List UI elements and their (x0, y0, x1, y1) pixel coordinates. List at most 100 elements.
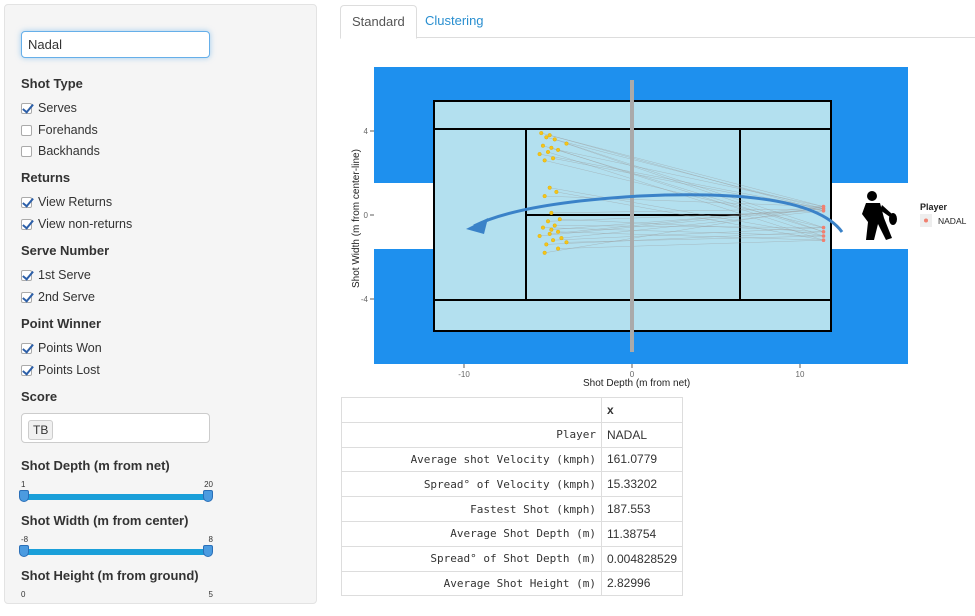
trajectory-line (566, 143, 824, 233)
table-row: Fastest Shot (kmph) 187.553 (341, 496, 684, 522)
trajectory-line (544, 195, 824, 207)
table-header-empty (341, 397, 602, 423)
bounce-points (537, 131, 569, 255)
player-silhouette-icon (862, 191, 897, 240)
checkbox-view-returns-box[interactable] (21, 196, 32, 208)
stat-value: 15.33202 (600, 471, 684, 498)
table-row: Player NADAL (341, 421, 684, 448)
shot-width-max-handle[interactable] (203, 545, 213, 557)
stat-key: Fastest Shot (kmph) (341, 496, 602, 522)
bounce-point (547, 231, 552, 236)
checkbox-2nd-serve-label: 2nd Serve (38, 290, 95, 304)
trajectory-line (551, 147, 824, 237)
checkbox-serves[interactable]: Serves (21, 99, 77, 117)
bounce-point (540, 225, 545, 230)
score-tag[interactable]: TB (28, 420, 54, 440)
checkbox-serves-box[interactable] (21, 102, 32, 114)
stat-key: Spread° of Shot Depth (m) (341, 545, 602, 572)
legend-key-dot (924, 218, 928, 223)
shot-width-slider[interactable]: -8 8 (19, 535, 213, 561)
checkbox-backhands[interactable]: Backhands (21, 142, 100, 160)
stat-value: 11.38754 (600, 520, 684, 547)
trajectory-line (561, 210, 824, 239)
sidebar-panel: Shot Type Serves Forehands Backhands Ret… (4, 4, 317, 604)
tab-standard[interactable]: Standard (340, 5, 417, 39)
stat-key: Average shot Velocity (kmph) (341, 446, 602, 473)
table-header-row: x (341, 397, 684, 423)
checkbox-view-non-returns-box[interactable] (21, 218, 32, 230)
legend-entry-nadal: NADAL (938, 216, 967, 226)
checkbox-forehands-box[interactable] (21, 124, 32, 136)
score-select[interactable]: TB (21, 413, 210, 443)
bounce-point (552, 223, 557, 228)
checkbox-1st-serve-label: 1st Serve (38, 268, 91, 282)
checkbox-view-non-returns[interactable]: View non-returns (21, 215, 132, 233)
table-row: Spread° of Shot Depth (m) 0.004828529 (341, 545, 684, 572)
shot-depth-range-bar[interactable] (23, 494, 209, 500)
bounce-point (556, 246, 561, 251)
trajectory-line (551, 208, 824, 214)
y-tick-label: 0 (364, 211, 369, 220)
stat-value: 0.004828529 (600, 545, 684, 572)
trajectory-line (549, 187, 824, 237)
checkbox-points-won[interactable]: Points Won (21, 339, 102, 357)
x-tick-label: 0 (630, 370, 635, 379)
bounce-point (556, 229, 561, 234)
bounce-point (537, 233, 542, 238)
checkbox-2nd-serve-box[interactable] (21, 291, 32, 303)
trajectory-line (558, 239, 824, 249)
bounce-point (546, 149, 551, 154)
stat-value: NADAL (600, 421, 684, 448)
stat-key: Average Shot Depth (m) (341, 520, 602, 547)
shot-depth-slider[interactable]: 1 20 (19, 480, 213, 506)
legend-title: Player (920, 202, 948, 212)
trajectory-line (541, 132, 824, 207)
shot-width-label: Shot Width (m from center) (21, 513, 189, 528)
checkbox-forehands[interactable]: Forehands (21, 121, 98, 139)
checkbox-1st-serve-box[interactable] (21, 269, 32, 281)
score-label: Score (21, 389, 58, 404)
tab-clustering[interactable]: Clustering (425, 13, 484, 28)
stat-value: 161.0779 (600, 446, 684, 473)
player-search-input[interactable] (21, 31, 210, 58)
bounce-point (549, 227, 554, 232)
shot-width-range-bar[interactable] (23, 549, 209, 555)
shot-width-min-handle[interactable] (19, 545, 29, 557)
y-axis-label: Shot Width (m from center-line) (351, 149, 362, 288)
y-tick-label: 4 (364, 127, 369, 136)
shot-depth-max-handle[interactable] (203, 490, 213, 502)
y-tick-label: -4 (361, 295, 369, 304)
checkbox-points-won-box[interactable] (21, 342, 32, 354)
checkbox-2nd-serve[interactable]: 2nd Serve (21, 288, 95, 306)
trajectory-line (566, 235, 824, 243)
bounce-point (552, 137, 557, 142)
checkbox-1st-serve[interactable]: 1st Serve (21, 266, 91, 284)
serve-trajectories (539, 132, 824, 254)
checkbox-points-lost[interactable]: Points Lost (21, 361, 100, 379)
checkbox-view-non-returns-label: View non-returns (38, 217, 133, 231)
checkbox-view-returns[interactable]: View Returns (21, 193, 112, 211)
bounce-point (556, 147, 561, 152)
checkbox-points-lost-box[interactable] (21, 364, 32, 376)
stat-value: 2.82996 (600, 570, 684, 597)
checkbox-forehands-label: Forehands (38, 123, 98, 137)
shot-type-label: Shot Type (21, 76, 83, 91)
checkbox-backhands-label: Backhands (38, 144, 100, 158)
trajectory-line (539, 208, 824, 237)
bounce-point (564, 240, 569, 245)
stat-key: Spread° of Velocity (kmph) (341, 471, 602, 498)
table-row: Average Shot Depth (m) 11.38754 (341, 520, 684, 547)
stat-key: Average Shot Height (m) (341, 570, 602, 597)
shot-height-slider[interactable]: 0 5 (21, 590, 213, 616)
bounce-point (542, 158, 547, 163)
shot-width-max: 8 (208, 535, 213, 544)
checkbox-serves-label: Serves (38, 101, 77, 115)
table-header-x: x (600, 397, 684, 423)
shot-depth-min-handle[interactable] (19, 490, 29, 502)
stats-table: x Player NADAL Average shot Velocity (kmph… (341, 397, 684, 597)
shot-height-max: 5 (208, 590, 213, 599)
checkbox-backhands-box[interactable] (21, 145, 32, 157)
stat-key: Player (341, 421, 602, 448)
bounce-point (540, 143, 545, 148)
trajectory-line (558, 149, 824, 207)
